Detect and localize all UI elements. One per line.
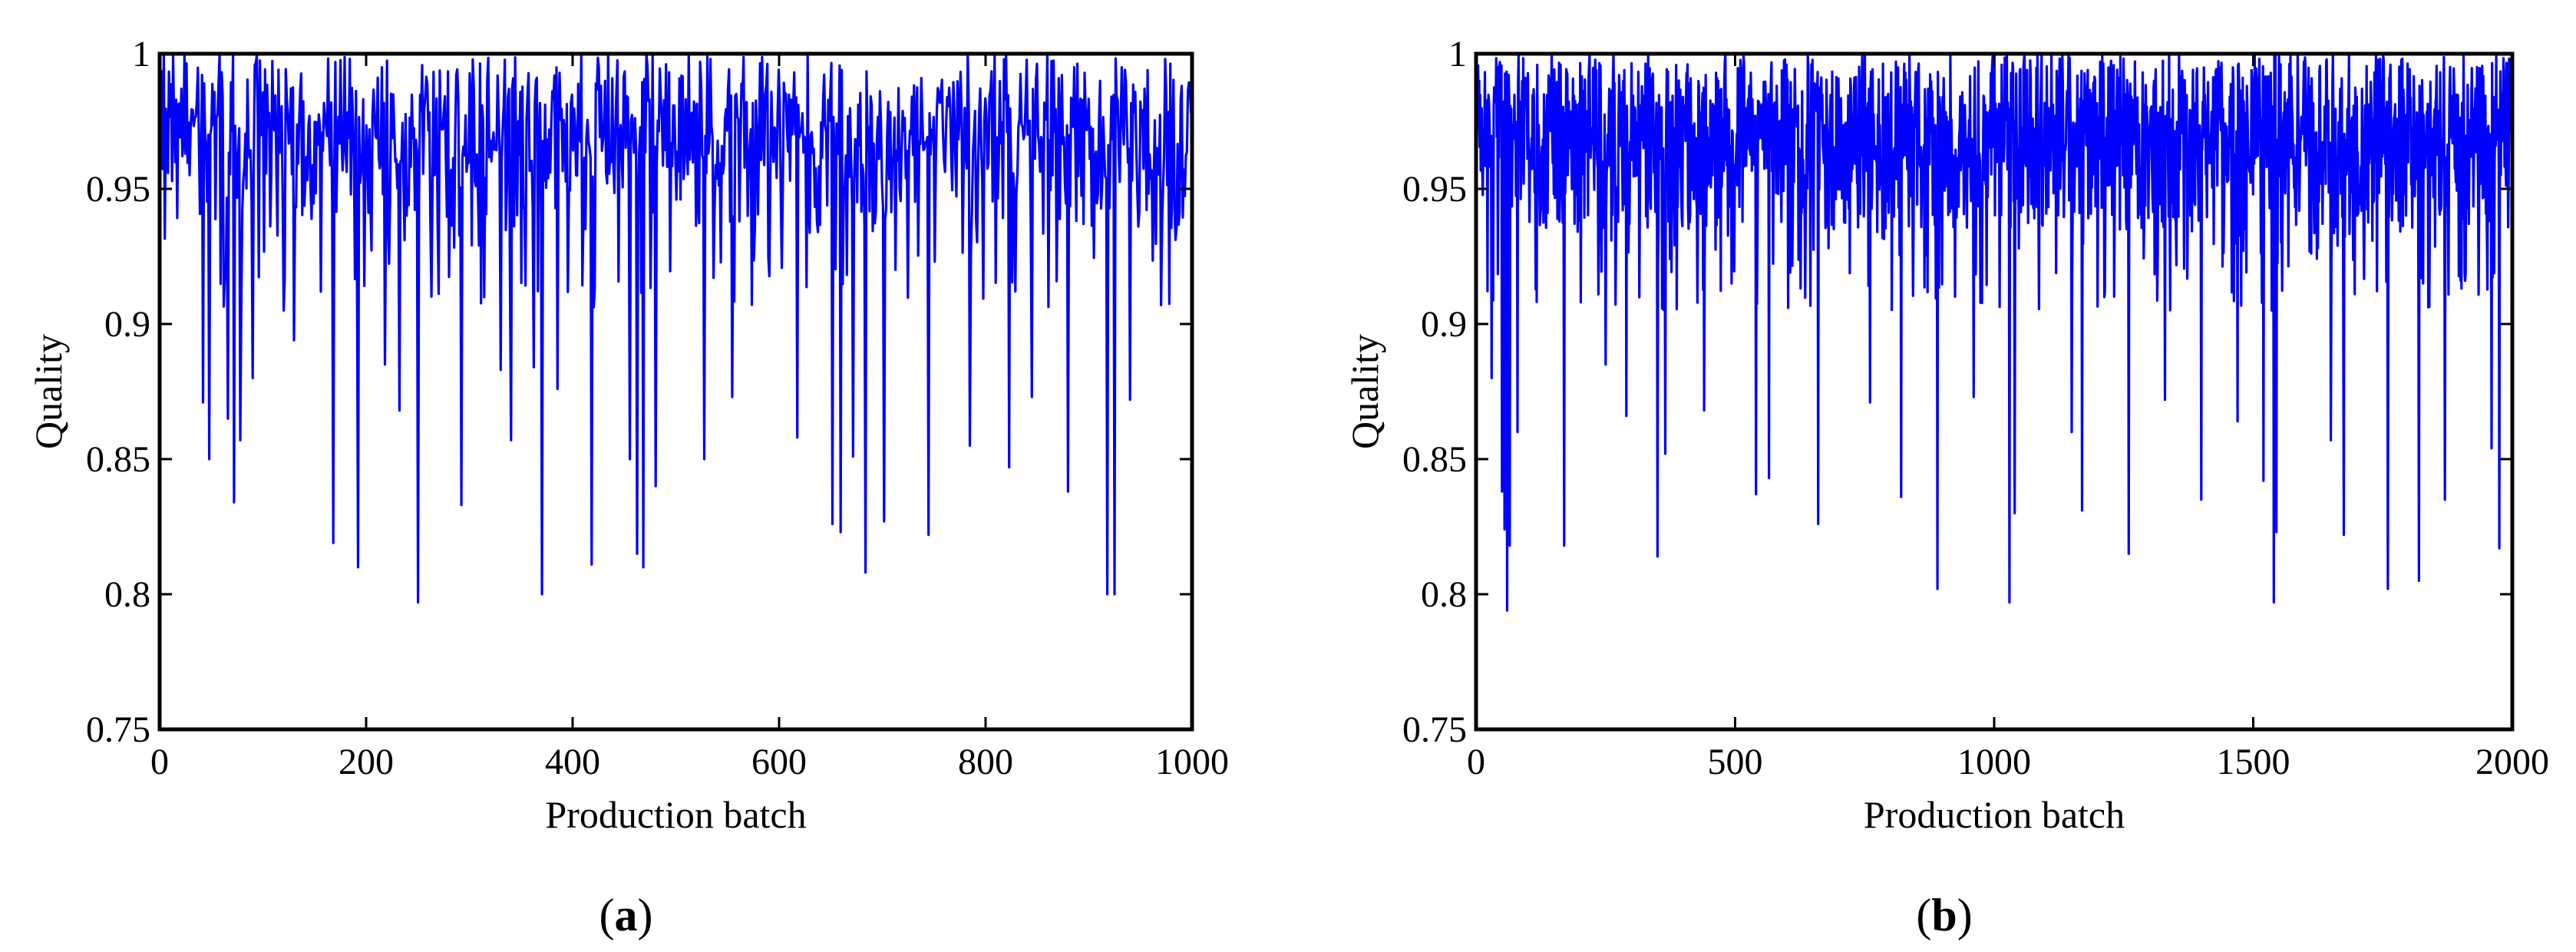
y-tick-label: 1 xyxy=(1448,34,1467,74)
y-tick-label: 0.95 xyxy=(86,169,150,210)
y-tick-label: 0.85 xyxy=(1402,439,1467,480)
x-tick-label: 800 xyxy=(958,742,1013,782)
y-tick-label: 0.9 xyxy=(104,304,150,345)
x-tick-label: 1500 xyxy=(2217,742,2290,782)
y-tick-label: 0.8 xyxy=(104,574,150,615)
x-tick-label: 0 xyxy=(1467,742,1485,782)
x-tick-label: 500 xyxy=(1708,742,1763,782)
y-tick-label: 0.75 xyxy=(1402,709,1467,750)
x-tick-label: 400 xyxy=(545,742,600,782)
y-tick-label: 0.9 xyxy=(1421,304,1467,345)
panel-label: (a) xyxy=(599,890,653,940)
y-tick-label: 0.8 xyxy=(1421,574,1467,615)
chart-panel-a: 0 200 400 600 800 1000 0.75 0.8 0.85 0.9 0.95 1 Prod… xyxy=(27,34,1229,940)
series-line-a xyxy=(158,52,1194,604)
x-tick-label: 1000 xyxy=(1957,742,2031,782)
y-tick-label: 0.95 xyxy=(1402,169,1467,210)
x-tick-label: 600 xyxy=(751,742,807,782)
x-tick-label: 0 xyxy=(150,742,169,782)
y-axis-title: Quality xyxy=(27,334,70,449)
chart-panel-b: 0 500 1000 1500 2000 0.75 0.8 0.85 0.9 0.95 1 Produ… xyxy=(1343,34,2549,940)
series-line-b xyxy=(1475,52,2514,612)
x-tick-label: 1000 xyxy=(1155,742,1229,782)
x-tick-label: 200 xyxy=(339,742,394,782)
y-tick-label: 1 xyxy=(132,34,150,74)
y-tick-label: 0.75 xyxy=(86,709,150,750)
plot-frame xyxy=(157,51,1194,732)
x-axis-title: Production batch xyxy=(1864,793,2125,836)
x-tick-label: 2000 xyxy=(2475,742,2549,782)
y-tick-label: 0.85 xyxy=(86,439,150,480)
x-axis-title: Production batch xyxy=(545,793,806,836)
y-axis-title: Quality xyxy=(1343,334,1386,449)
panel-label: (b) xyxy=(1916,890,1972,940)
